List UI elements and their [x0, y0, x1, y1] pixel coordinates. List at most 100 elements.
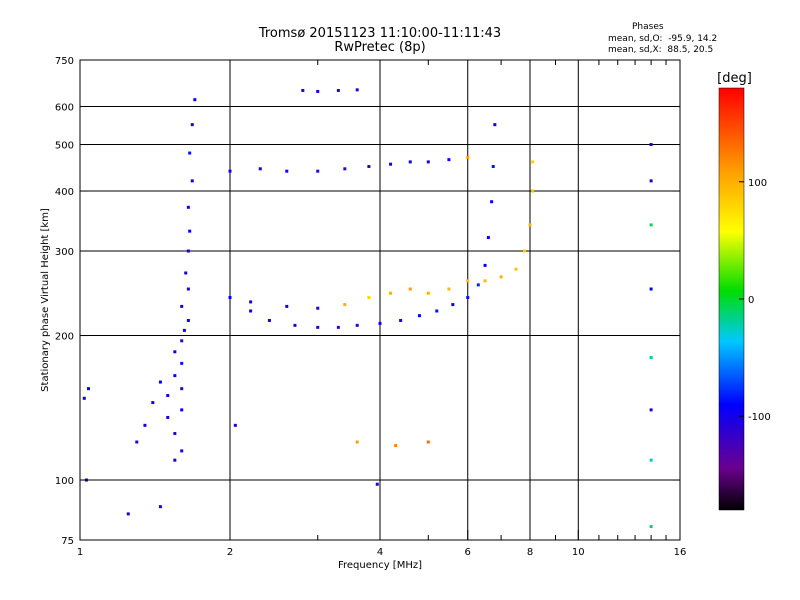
data-point — [649, 458, 653, 462]
data-point — [258, 167, 262, 171]
x-tick-label: 16 — [674, 547, 687, 558]
x-tick-label: 2 — [227, 547, 233, 558]
data-point — [173, 432, 177, 436]
data-point — [367, 296, 371, 300]
data-point — [417, 314, 421, 318]
data-point — [355, 88, 359, 92]
data-point — [483, 263, 487, 267]
data-point — [233, 423, 237, 427]
data-point — [649, 408, 653, 412]
x-tick-label: 10 — [572, 547, 585, 558]
data-point — [389, 162, 393, 166]
data-point — [466, 279, 470, 283]
data-point — [193, 98, 197, 102]
data-point — [188, 151, 192, 155]
data-point — [180, 339, 184, 343]
y-tick-label: 500 — [55, 141, 74, 152]
data-point — [408, 287, 412, 291]
data-point — [426, 440, 430, 444]
colorbar-tick-label: 100 — [748, 178, 767, 189]
data-point — [649, 525, 653, 529]
data-point — [182, 328, 186, 332]
data-point — [135, 440, 139, 444]
data-point — [158, 505, 162, 509]
chart-title-line1: Tromsø 20151123 11:10:00-11:11:43 — [258, 26, 502, 41]
data-point — [447, 287, 451, 291]
data-point — [649, 287, 653, 291]
data-point — [293, 323, 297, 327]
x-tick-label: 1 — [77, 547, 83, 558]
data-point — [180, 361, 184, 365]
data-point — [186, 249, 190, 253]
data-point — [285, 304, 289, 308]
x-tick-label: 8 — [527, 547, 533, 558]
phases-heading: Phases — [632, 22, 664, 32]
data-point — [180, 408, 184, 412]
data-point — [343, 167, 347, 171]
data-point — [649, 355, 653, 359]
data-point — [186, 287, 190, 291]
data-point — [355, 323, 359, 327]
data-point — [499, 275, 503, 279]
data-point — [531, 160, 535, 164]
data-point — [486, 236, 490, 240]
y-tick-label: 600 — [55, 103, 74, 114]
data-point — [173, 374, 177, 378]
data-point — [375, 482, 379, 486]
phases-o-mode-stats: mean, sd,O: -95.9, 14.2 — [608, 34, 718, 44]
data-point — [447, 158, 451, 162]
data-point — [166, 394, 170, 398]
data-point — [316, 89, 320, 93]
colorbar-tick-label: 0 — [748, 295, 754, 306]
y-axis-label: Stationary phase Virtual Height [km] — [40, 208, 51, 392]
data-point — [190, 179, 194, 183]
phases-x-mode-stats: mean, sd,X: 88.5, 20.5 — [608, 45, 714, 55]
data-point — [285, 169, 289, 173]
data-point — [336, 325, 340, 329]
data-point — [336, 88, 340, 92]
data-point — [316, 325, 320, 329]
data-point — [367, 164, 371, 168]
data-point — [180, 449, 184, 453]
data-point — [355, 440, 359, 444]
data-point — [490, 200, 494, 204]
colorbar-tick-label: -100 — [748, 412, 771, 423]
y-tick-label: 300 — [55, 247, 74, 258]
data-point — [301, 88, 305, 92]
data-point — [435, 309, 439, 313]
y-tick-label: 100 — [55, 476, 74, 487]
data-point — [186, 205, 190, 209]
data-point — [126, 512, 130, 516]
colorbar-label: [deg] — [717, 71, 752, 86]
data-point — [249, 300, 253, 304]
data-point — [180, 304, 184, 308]
y-tick-label: 200 — [55, 332, 74, 343]
data-point — [249, 309, 253, 313]
data-point — [86, 387, 90, 391]
data-point — [394, 444, 398, 448]
data-point — [184, 271, 188, 275]
data-point — [649, 223, 653, 227]
data-point — [316, 306, 320, 310]
data-point — [173, 350, 177, 354]
chart-title-line2: RwPretec (8p) — [334, 40, 426, 55]
data-point — [82, 396, 86, 400]
data-point — [228, 296, 232, 300]
data-point — [514, 267, 518, 271]
data-point — [531, 189, 535, 193]
data-point — [316, 169, 320, 173]
data-point — [523, 249, 527, 253]
data-point — [426, 160, 430, 164]
data-point — [528, 223, 532, 227]
data-point — [267, 318, 271, 322]
data-point — [180, 387, 184, 391]
data-point — [483, 279, 487, 283]
data-point — [451, 303, 455, 307]
y-tick-label: 75 — [61, 536, 74, 547]
x-tick-label: 4 — [377, 547, 383, 558]
data-point — [408, 160, 412, 164]
data-point — [649, 143, 653, 147]
data-point — [466, 155, 470, 159]
